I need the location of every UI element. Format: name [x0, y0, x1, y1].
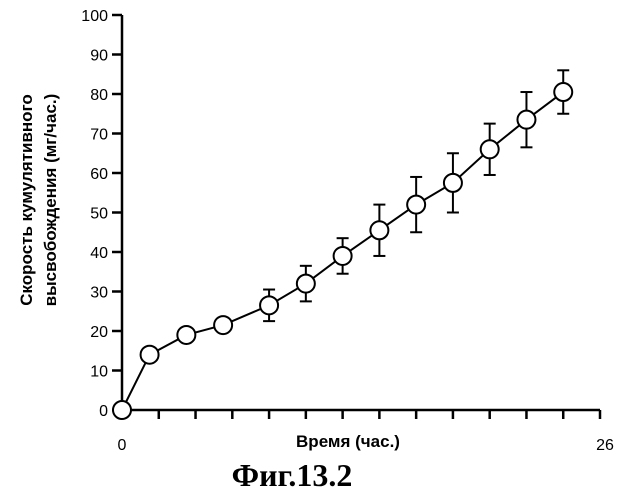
y-axis-label-line2: высвобождения (мг/час.) [41, 94, 60, 307]
data-point [113, 401, 131, 419]
data-point [554, 83, 572, 101]
data-point [334, 247, 352, 265]
data-point [260, 296, 278, 314]
x-axis-label: Время (час.) [296, 432, 400, 451]
y-tick-label: 30 [90, 285, 108, 302]
data-point [141, 346, 159, 364]
y-axis-ticks: 0 10 20 30 40 50 60 70 80 90 100 [81, 8, 122, 420]
y-tick-label: 80 [90, 87, 108, 104]
y-axis-label-line1: Скорость кумулятивного [17, 94, 36, 306]
y-tick-label: 10 [90, 364, 108, 381]
data-point [214, 316, 232, 334]
y-tick-label: 50 [90, 206, 108, 223]
data-point [407, 196, 425, 214]
y-tick-label: 60 [90, 166, 108, 183]
y-tick-label: 90 [90, 48, 108, 65]
y-tick-label: 20 [90, 324, 108, 341]
x-tick-label: 0 [118, 437, 127, 454]
y-tick-label: 100 [81, 8, 108, 25]
figure-caption: Фиг.13.2 [232, 457, 353, 493]
data-points [113, 83, 572, 419]
data-point [370, 221, 388, 239]
x-tick-label: 26 [596, 437, 614, 454]
axes [122, 15, 600, 410]
y-tick-label: 70 [90, 127, 108, 144]
y-tick-label: 0 [99, 403, 108, 420]
data-point [517, 111, 535, 129]
data-point [481, 140, 499, 158]
data-point [297, 275, 315, 293]
data-point [177, 326, 195, 344]
y-tick-label: 40 [90, 245, 108, 262]
data-point [444, 174, 462, 192]
